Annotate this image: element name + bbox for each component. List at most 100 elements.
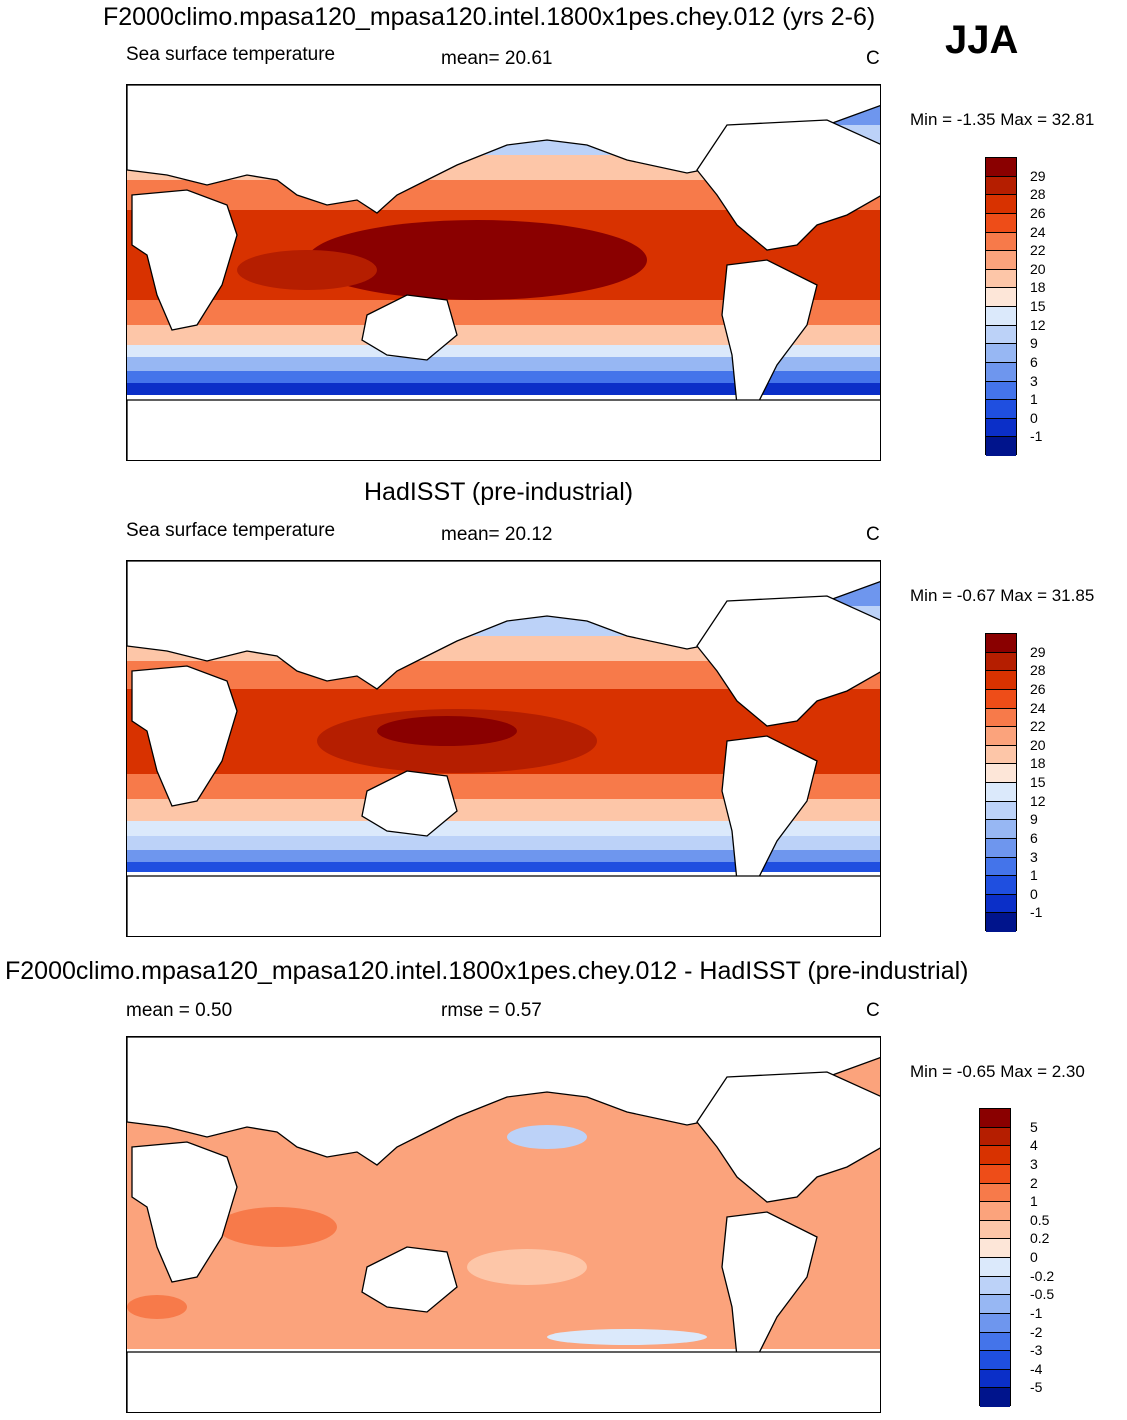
- panel1-colorbar-swatch: [986, 213, 1016, 233]
- panel2-colorbar-tick-label: 9: [1030, 811, 1038, 828]
- panel2-units: C: [866, 524, 880, 545]
- panel2-colorbar-tick-label: 12: [1030, 792, 1046, 809]
- panel3-rmse: rmse = 0.57: [441, 1000, 542, 1021]
- panel2-minmax: Min = -0.67 Max = 31.85: [910, 586, 1095, 605]
- panel1-colorbar-tick-label: 3: [1030, 372, 1038, 389]
- panel2-colorbar-swatch: [986, 838, 1016, 858]
- panel3-mean: mean = 0.50: [126, 1000, 233, 1021]
- panel1-colorbar-swatch: [986, 176, 1016, 196]
- panel2-colorbar-swatch: [986, 857, 1016, 877]
- panel3-minmax: Min = -0.65 Max = 2.30: [910, 1062, 1085, 1081]
- panel3-colorbar-swatch: [980, 1239, 1010, 1258]
- panel3-colorbar-tick-label: 0.2: [1030, 1230, 1050, 1247]
- panel1-colorbar-swatch: [986, 158, 1016, 177]
- panel2-colorbar-swatch: [986, 708, 1016, 728]
- panel3-colorbar-swatch: [980, 1351, 1010, 1370]
- panel1-colorbar-swatch: [986, 269, 1016, 289]
- panel2-colorbar-tick-label: 28: [1030, 662, 1046, 679]
- panel1-colorbar-swatch: [986, 418, 1016, 438]
- panel1-colorbar-tick-label: 28: [1030, 186, 1046, 203]
- panel1-colorbar-swatch: [986, 325, 1016, 345]
- panel2-colorbar-swatch: [986, 764, 1016, 783]
- panel3-colorbar-swatch: [980, 1258, 1010, 1277]
- panel3-colorbar-tick-label: -2: [1030, 1323, 1043, 1340]
- panel3-colorbar-swatch: [980, 1332, 1010, 1352]
- panel2-colorbar-tick-label: -1: [1030, 904, 1043, 921]
- panel2-colorbar-tick-label: 29: [1030, 643, 1046, 660]
- panel1-colorbar-swatch: [986, 288, 1016, 307]
- panel3-colorbar-swatch: [980, 1369, 1010, 1389]
- panel2-colorbar-swatch: [986, 876, 1016, 895]
- panel3-colorbar-swatch: [980, 1127, 1010, 1147]
- panel1-colorbar-tick-label: 22: [1030, 242, 1046, 259]
- panel2-colorbar-tick-label: 0: [1030, 885, 1038, 902]
- panel3-units: C: [866, 1000, 880, 1021]
- panel2-title: HadISST (pre-industrial): [364, 478, 634, 506]
- panel3-colorbar-tick-label: -0.2: [1030, 1267, 1055, 1284]
- panel2-colorbar-tick-label: 15: [1030, 774, 1046, 790]
- panel2-colorbar-tick-label: 26: [1030, 680, 1046, 697]
- panel2-colorbar-swatch: [986, 745, 1016, 765]
- panel3-colorbar-swatch: [980, 1164, 1010, 1184]
- panel1-map: [126, 84, 881, 461]
- panel3-colorbar-swatch: [980, 1146, 1010, 1165]
- panel1-colorbar-tick-label: 0: [1030, 409, 1038, 426]
- panel2-colorbar-tick-label: 1: [1030, 867, 1038, 884]
- panel1-colorbar-swatch: [986, 381, 1016, 401]
- panel2-colorbar-swatch: [986, 671, 1016, 690]
- panel2-colorbar-swatch: [986, 820, 1016, 839]
- panel3-colorbar-swatch: [980, 1220, 1010, 1240]
- panel1-colorbar-swatch: [986, 400, 1016, 419]
- panel1-colorbar-swatch: [986, 344, 1016, 363]
- panel1-colorbar-swatch: [986, 251, 1016, 270]
- panel1-colorbar-tick-label: 20: [1030, 260, 1046, 277]
- panel1-colorbar-swatch: [986, 195, 1016, 214]
- panel3-colorbar-tick-label: -1: [1030, 1304, 1043, 1321]
- panel2-colorbar-swatch: [986, 689, 1016, 709]
- panel2-variable-label: Sea surface temperature: [126, 520, 336, 541]
- panel3-colorbar-tick-label: -3: [1030, 1342, 1043, 1359]
- panel3-colorbar-tick-label: 5: [1030, 1118, 1038, 1135]
- panel2-colorbar-tick-label: 6: [1030, 829, 1038, 846]
- panel1-colorbar-tick-label: 6: [1030, 353, 1038, 370]
- panel3-colorbar-tick-label: 0: [1030, 1249, 1038, 1265]
- panel2-map: [126, 560, 881, 937]
- panel1-colorbar-tick-label: 9: [1030, 335, 1038, 352]
- panel1-minmax: Min = -1.35 Max = 32.81: [910, 110, 1095, 129]
- panel3-colorbar-tick-label: 3: [1030, 1155, 1038, 1172]
- panel3-colorbar-swatch: [980, 1313, 1010, 1333]
- season-label: JJA: [945, 18, 1019, 62]
- panel2-colorbar-swatch: [986, 652, 1016, 672]
- panel1-mean: mean= 20.61: [441, 48, 553, 69]
- panel3-colorbar-swatch: [980, 1295, 1010, 1314]
- panel2-colorbar-swatch: [986, 634, 1016, 653]
- panel1-colorbar-swatch: [986, 362, 1016, 382]
- panel2-colorbar-swatch: [986, 801, 1016, 821]
- panel1-colorbar-swatch: [986, 437, 1016, 456]
- panel3-colorbar-swatch: [980, 1388, 1010, 1407]
- panel3-colorbar-tick-label: -4: [1030, 1360, 1043, 1377]
- panel3-colorbar-swatch: [980, 1202, 1010, 1221]
- panel1-colorbar-tick-label: 29: [1030, 167, 1046, 184]
- panel2-colorbar-tick-label: 22: [1030, 718, 1046, 735]
- panel1-colorbar-tick-label: -1: [1030, 428, 1043, 445]
- panel2-colorbar-swatch: [986, 783, 1016, 802]
- panel1-colorbar-tick-label: 15: [1030, 298, 1046, 314]
- panel3-title: F2000climo.mpasa120_mpasa120.intel.1800x…: [5, 957, 969, 985]
- panel3-colorbar-tick-label: -0.5: [1030, 1286, 1055, 1303]
- panel2-colorbar-swatch: [986, 913, 1016, 932]
- panel1-colorbar-tick-label: 26: [1030, 204, 1046, 221]
- panel2-colorbar-tick-label: 18: [1030, 755, 1046, 772]
- panel1-colorbar-swatch: [986, 232, 1016, 252]
- panel2-mean: mean= 20.12: [441, 524, 553, 545]
- panel2-colorbar-swatch: [986, 894, 1016, 914]
- panel1-units: C: [866, 48, 880, 69]
- panel3-colorbar-swatch: [980, 1276, 1010, 1296]
- panel3-colorbar: [979, 1108, 1011, 1407]
- panel1-colorbar-tick-label: 24: [1030, 223, 1046, 240]
- panel1-colorbar: [985, 157, 1017, 456]
- panel3-colorbar-tick-label: 4: [1030, 1137, 1038, 1154]
- panel3-colorbar-tick-label: -5: [1030, 1379, 1043, 1396]
- panel2-colorbar-tick-label: 20: [1030, 736, 1046, 753]
- panel3-colorbar-tick-label: 0.5: [1030, 1211, 1050, 1228]
